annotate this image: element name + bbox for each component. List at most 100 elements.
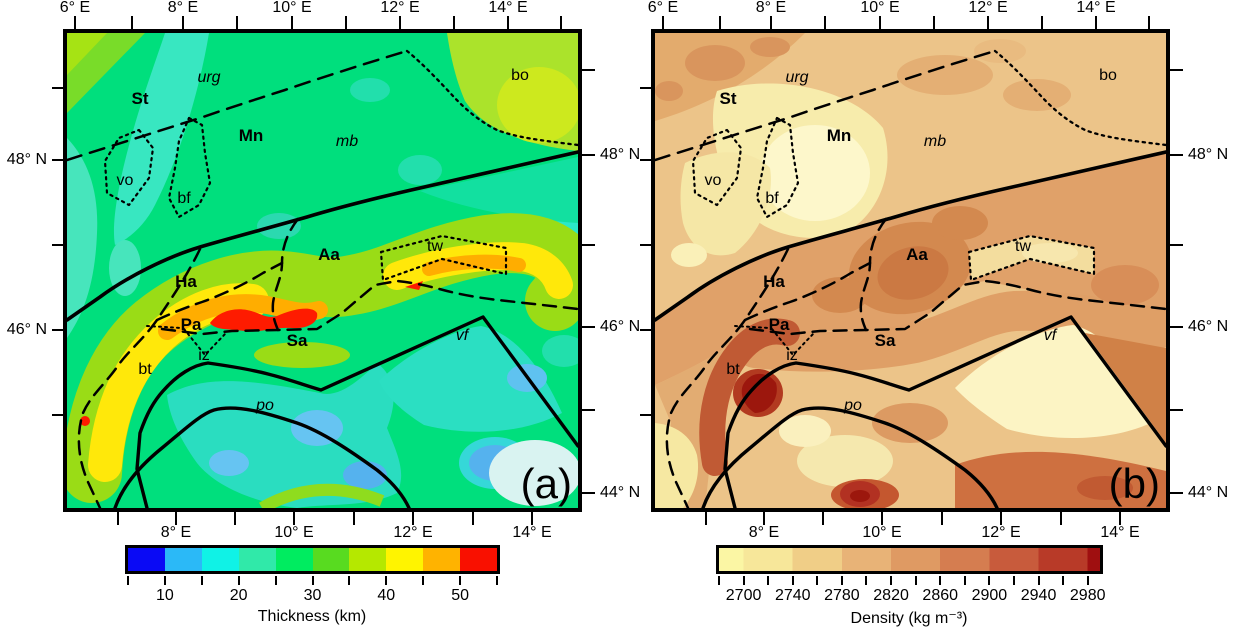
- lon-tick-top: [987, 16, 989, 29]
- colorbar-tick-label: 2700: [725, 587, 762, 604]
- lon-tick-top: [236, 16, 238, 29]
- colorbar-segment: [423, 548, 461, 571]
- lon-tick-top: [1148, 16, 1150, 29]
- colorbar-tick: [963, 576, 966, 585]
- colorbar-tick: [791, 576, 794, 585]
- colorbar-tick: [496, 576, 498, 585]
- map-region-label-bo: bo: [1099, 67, 1117, 84]
- lat-tick-left: [640, 414, 653, 416]
- lat-tick-label: 48° N: [600, 146, 641, 163]
- lon-tick-top: [879, 16, 881, 29]
- panel-letter-a: (a): [520, 460, 572, 507]
- lon-tick-top: [182, 16, 184, 29]
- colorbar-segment: [460, 548, 497, 571]
- density-colorbar: [716, 545, 1103, 574]
- lon-tick-label: 6° E: [59, 0, 91, 16]
- map-region-label-urg: urg: [197, 69, 221, 86]
- colorbar-tick-label: 10: [155, 587, 174, 604]
- colorbar-tick: [385, 576, 388, 585]
- map-region-label-Aa: Aa: [906, 245, 928, 264]
- lon-tick-top: [1095, 16, 1097, 29]
- lat-tick-right: [1170, 492, 1183, 494]
- lon-tick-bottom: [763, 512, 765, 525]
- map-region-label-bf: bf: [177, 190, 191, 207]
- lon-tick-bottom: [941, 512, 943, 525]
- map-region-label-iz: iz: [786, 347, 798, 364]
- colorbar-segment: [386, 548, 424, 571]
- lat-tick-right: [582, 69, 595, 71]
- lat-tick-right: [1170, 154, 1183, 156]
- colorbar-tick-label: 2780: [824, 587, 860, 604]
- colorbar-tick: [742, 576, 745, 585]
- map-region-label-po: po: [256, 397, 274, 414]
- lat-tick-label: 46° N: [1188, 318, 1229, 335]
- map-region-label-Pa: Pa: [180, 315, 202, 334]
- lat-tick-left: [52, 244, 65, 246]
- map-region-label-vf: vf: [1043, 327, 1057, 344]
- colorbar-tick: [939, 576, 942, 585]
- colorbar-tick: [1012, 576, 1015, 585]
- map-region-label-bt: bt: [726, 361, 740, 378]
- lon-tick-bottom: [412, 512, 414, 525]
- lon-tick-top: [560, 16, 562, 29]
- lat-tick-right: [1170, 326, 1183, 328]
- lat-tick-left: [52, 159, 65, 161]
- colorbar-segment: [312, 548, 350, 571]
- lat-tick-right: [582, 244, 595, 246]
- lon-tick-label: 8° E: [748, 524, 780, 541]
- lon-tick-top: [74, 16, 76, 29]
- colorbar-tick: [163, 576, 166, 585]
- colorbar-tick-label: 50: [451, 587, 469, 604]
- lat-tick-right: [1170, 69, 1183, 71]
- colorbar-segment: [164, 548, 202, 571]
- map-region-label-St: St: [131, 89, 149, 108]
- colorbar-tick: [840, 576, 843, 585]
- lat-tick-right: [1170, 409, 1183, 411]
- lat-tick-label: 48° N: [6, 151, 47, 168]
- map-region-label-Pa: Pa: [768, 315, 790, 334]
- lon-tick-bottom: [117, 512, 119, 525]
- lon-tick-label: 12° E: [393, 524, 433, 541]
- lon-tick-top: [131, 16, 133, 29]
- map-region-label-bf: bf: [765, 190, 779, 207]
- lon-tick-label: 12° E: [981, 524, 1021, 541]
- map-region-label-mb: mb: [335, 133, 359, 150]
- map-region-label-mb: mb: [923, 133, 947, 150]
- lat-tick-label: 46° N: [6, 321, 47, 338]
- colorbar-tick-label: 2860: [922, 587, 959, 604]
- density-colorbar-title: Density (kg m⁻³): [850, 610, 968, 627]
- lat-tick-left: [640, 329, 653, 331]
- lat-tick-label: 46° N: [600, 318, 641, 335]
- map-region-label-bt: bt: [138, 361, 152, 378]
- lon-tick-label: 14° E: [512, 524, 552, 541]
- colorbar-tick: [274, 576, 277, 585]
- colorbar-tick: [1062, 576, 1065, 585]
- map-region-label-tw: tw: [427, 238, 443, 255]
- map-region-label-bo: bo: [511, 67, 529, 84]
- lat-tick-label: 44° N: [600, 484, 641, 501]
- lon-tick-label: 10° E: [860, 0, 900, 16]
- lon-tick-bottom: [293, 512, 295, 525]
- lat-tick-right: [582, 326, 595, 328]
- lon-tick-top: [719, 16, 721, 29]
- colorbar-segment: [128, 548, 165, 571]
- map-region-label-tw: tw: [1015, 238, 1031, 255]
- colorbar-tick-label: 30: [303, 587, 322, 604]
- lon-tick-bottom: [1060, 512, 1062, 525]
- lon-tick-top: [453, 16, 455, 29]
- colorbar-tick: [767, 576, 770, 585]
- colorbar-segment: [238, 548, 276, 571]
- colorbar-tick: [311, 576, 314, 585]
- colorbar-tick: [914, 576, 917, 585]
- lon-tick-label: 10° E: [272, 0, 312, 16]
- map-region-label-iz: iz: [198, 347, 210, 364]
- lon-tick-label: 10° E: [862, 524, 902, 541]
- lat-tick-left: [52, 329, 65, 331]
- colorbar-tick-label: 40: [377, 587, 396, 604]
- map-region-label-urg: urg: [785, 69, 809, 86]
- panel-letter-b: (b): [1108, 460, 1160, 507]
- lat-tick-left: [52, 87, 65, 89]
- lon-tick-bottom: [234, 512, 236, 525]
- lat-tick-right: [1170, 244, 1183, 246]
